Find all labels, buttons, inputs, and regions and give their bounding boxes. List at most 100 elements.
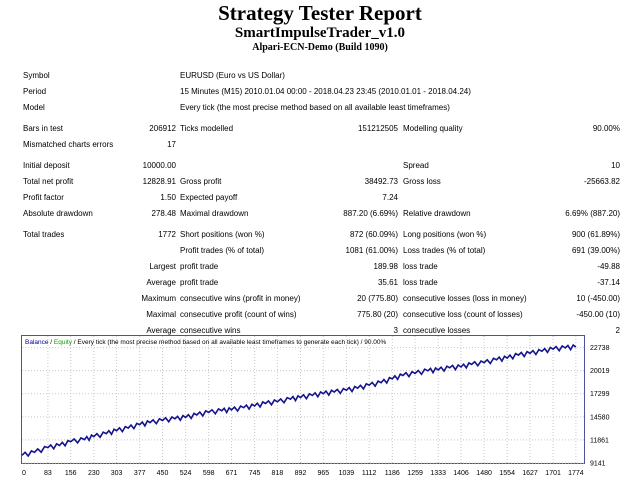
period-value: 15 Minutes (M15) 2010.01.04 00:00 - 2018…: [180, 87, 471, 96]
server-build: Alpari-ECN-Demo (Build 1090): [252, 42, 388, 53]
maximal-closs-label: consecutive loss (count of losses): [403, 310, 523, 319]
max-cw-label: consecutive wins (profit in money): [180, 294, 301, 303]
largest-profit-value: 189.98: [373, 262, 398, 271]
maximal-cp-value: 775.80 (20): [357, 310, 398, 319]
long-value: 900 (61.89%): [571, 230, 620, 239]
x-tick-label: 1039: [339, 470, 355, 477]
largest-profit-label: profit trade: [180, 262, 219, 271]
symbol-value: EURUSD (Euro vs US Dollar): [180, 71, 285, 80]
avgc-losses-value: 2: [615, 326, 620, 335]
ptrades-value: 1081 (61.00%): [345, 246, 398, 255]
legend-equity: Equity: [54, 339, 73, 346]
y-tick-label: 14580: [590, 414, 610, 421]
short-value: 872 (60.09%): [349, 230, 398, 239]
grossprofit-value: 38492.73: [364, 177, 398, 186]
bars-label: Bars in test: [23, 124, 64, 133]
grid: [22, 336, 584, 464]
ticks-label: Ticks modelled: [180, 124, 234, 133]
legend-sep: /: [49, 339, 54, 346]
grossloss-label: Gross loss: [403, 177, 441, 186]
quality-value: 90.00%: [592, 124, 620, 133]
largest-loss-label: loss trade: [403, 262, 438, 271]
ltrades-value: 691 (39.00%): [571, 246, 620, 255]
reldd-label: Relative drawdown: [403, 209, 471, 218]
pf-label: Profit factor: [23, 193, 64, 202]
x-tick-label: 1406: [453, 470, 469, 477]
y-axis-labels: 9141 11861 14580 17299 20019 22738: [590, 345, 610, 467]
largest-loss-value: -49.88: [597, 262, 620, 271]
y-tick-label: 22738: [590, 345, 610, 352]
symbol-label: Symbol: [23, 71, 50, 80]
expert-name: SmartImpulseTrader_v1.0: [234, 25, 406, 41]
average-profit-value: 35.61: [377, 278, 398, 287]
plot-frame: [21, 335, 585, 464]
x-tick-label: 156: [65, 470, 77, 477]
x-tick-label: 0: [22, 470, 26, 477]
mismatch-value: 17: [167, 140, 176, 149]
ticks-value: 151212505: [357, 124, 398, 133]
y-tick-label: 17299: [590, 391, 610, 398]
largest-label: Largest: [149, 262, 176, 271]
trades-value: 1772: [158, 230, 176, 239]
balance-chart: Balance / Equity / Every tick (the most …: [21, 335, 621, 480]
mismatch-label: Mismatched charts errors: [23, 140, 114, 149]
x-tick-label: 450: [157, 470, 169, 477]
avgc-label: Average: [146, 326, 176, 335]
deposit-value: 10000.00: [142, 161, 176, 170]
short-label: Short positions (won %): [180, 230, 265, 239]
ptrades-label: Profit trades (% of total): [180, 246, 265, 255]
x-tick-label: 598: [203, 470, 215, 477]
x-tick-label: 83: [44, 470, 52, 477]
balance-chart-svg: Balance / Equity / Every tick (the most …: [21, 335, 610, 477]
x-tick-label: 1333: [430, 470, 446, 477]
x-tick-label: 745: [249, 470, 261, 477]
x-tick-label: 1186: [385, 470, 400, 477]
maxdd-label: Maximal drawdown: [180, 209, 249, 218]
x-tick-label: 377: [134, 470, 146, 477]
y-tick-label: 20019: [590, 368, 610, 375]
reldd-value: 6.69% (887.20): [565, 209, 620, 218]
balance-line: [21, 343, 577, 458]
avgc-wins-label: consecutive wins: [180, 326, 241, 335]
max-cl-label: consecutive losses (loss in money): [403, 294, 527, 303]
x-tick-label: 1259: [407, 470, 423, 477]
x-tick-label: 524: [180, 470, 192, 477]
payoff-label: Expected payoff: [180, 193, 238, 202]
average-label: Average: [146, 278, 176, 287]
chart-header: Balance / Equity / Every tick (the most …: [25, 339, 387, 346]
average-loss-label: loss trade: [403, 278, 438, 287]
maxdd-value: 887.20 (6.69%): [343, 209, 398, 218]
legend-balance: Balance: [25, 339, 49, 346]
payoff-value: 7.24: [382, 193, 398, 202]
model-label: Model: [23, 103, 45, 112]
x-axis-labels: 0 83 156 230 303 377 450 524 598 671 745 818 892 965 1…: [22, 470, 584, 477]
trades-label: Total trades: [23, 230, 65, 239]
maximum-label: Maximum: [141, 294, 176, 303]
grossprofit-label: Gross profit: [180, 177, 222, 186]
max-cw-value: 20 (775.80): [357, 294, 398, 303]
y-tick-label: 9141: [590, 461, 606, 468]
x-tick-label: 671: [226, 470, 238, 477]
avgc-losses-label: consecutive losses: [403, 326, 471, 335]
quality-label: Modelling quality: [403, 124, 463, 133]
x-tick-label: 1554: [499, 470, 515, 477]
absdd-label: Absolute drawdown: [23, 209, 93, 218]
x-tick-label: 1627: [522, 470, 538, 477]
netprofit-label: Total net profit: [23, 177, 74, 186]
bars-value: 206912: [149, 124, 176, 133]
max-cl-value: 10 (-450.00): [576, 294, 620, 303]
y-tick-label: 11861: [590, 437, 609, 444]
netprofit-value: 12828.91: [142, 177, 176, 186]
x-tick-label: 1701: [545, 470, 561, 477]
x-tick-label: 1112: [362, 470, 377, 477]
spread-label: Spread: [403, 161, 429, 170]
x-tick-label: 892: [295, 470, 307, 477]
report-title: Strategy Tester Report: [218, 1, 422, 25]
x-tick-label: 1480: [476, 470, 492, 477]
x-tick-label: 818: [272, 470, 284, 477]
deposit-label: Initial deposit: [23, 161, 70, 170]
pf-value: 1.50: [160, 193, 176, 202]
x-tick-label: 230: [88, 470, 100, 477]
maximal-closs-value: -450.00 (10): [576, 310, 620, 319]
long-label: Long positions (won %): [403, 230, 487, 239]
